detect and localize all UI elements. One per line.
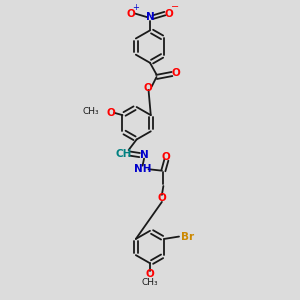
Text: O: O xyxy=(146,269,154,279)
Text: O: O xyxy=(171,68,180,77)
Text: O: O xyxy=(162,152,171,161)
Text: CH₃: CH₃ xyxy=(142,278,158,287)
Text: O: O xyxy=(106,108,115,118)
Text: −: − xyxy=(171,2,179,12)
Text: O: O xyxy=(144,83,153,93)
Text: CH₃: CH₃ xyxy=(83,107,99,116)
Text: +: + xyxy=(133,3,140,12)
Text: NH: NH xyxy=(134,164,151,174)
Text: CH: CH xyxy=(115,148,131,159)
Text: O: O xyxy=(158,194,166,203)
Text: O: O xyxy=(126,9,135,19)
Text: N: N xyxy=(140,150,148,160)
Text: O: O xyxy=(165,9,174,19)
Text: N: N xyxy=(146,12,154,22)
Text: Br: Br xyxy=(182,232,194,242)
